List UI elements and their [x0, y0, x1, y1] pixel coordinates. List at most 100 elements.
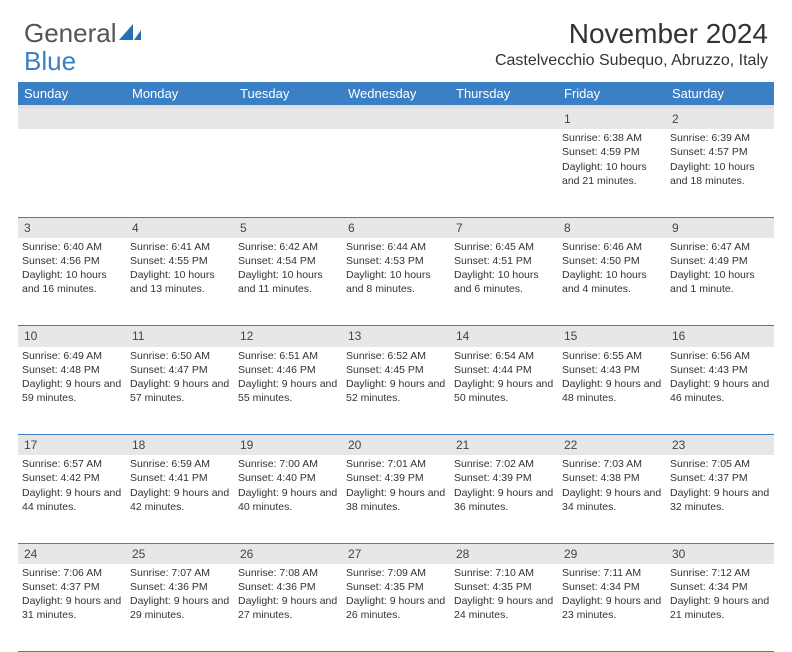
daylight-text: Daylight: 9 hours and 55 minutes. — [238, 377, 338, 405]
sunset-text: Sunset: 4:39 PM — [454, 471, 554, 485]
day-cell: Sunrise: 7:09 AMSunset: 4:35 PMDaylight:… — [342, 564, 450, 652]
sunrise-text: Sunrise: 7:02 AM — [454, 457, 554, 471]
sunrise-text: Sunrise: 7:10 AM — [454, 566, 554, 580]
day-number: 24 — [18, 543, 126, 564]
sunrise-text: Sunrise: 6:39 AM — [670, 131, 770, 145]
sunrise-text: Sunrise: 6:57 AM — [22, 457, 122, 471]
daylight-text: Daylight: 10 hours and 16 minutes. — [22, 268, 122, 296]
day-number-row: 17181920212223 — [18, 435, 774, 456]
day-cell: Sunrise: 6:41 AMSunset: 4:55 PMDaylight:… — [126, 238, 234, 326]
day-cell: Sunrise: 6:47 AMSunset: 4:49 PMDaylight:… — [666, 238, 774, 326]
sunset-text: Sunset: 4:57 PM — [670, 145, 770, 159]
day-cell: Sunrise: 7:07 AMSunset: 4:36 PMDaylight:… — [126, 564, 234, 652]
day-number-row: 10111213141516 — [18, 326, 774, 347]
day-number: 22 — [558, 435, 666, 456]
sunrise-text: Sunrise: 6:52 AM — [346, 349, 446, 363]
daylight-text: Daylight: 9 hours and 23 minutes. — [562, 594, 662, 622]
day-cell — [450, 129, 558, 217]
sunset-text: Sunset: 4:48 PM — [22, 363, 122, 377]
day-cell: Sunrise: 7:11 AMSunset: 4:34 PMDaylight:… — [558, 564, 666, 652]
day-cell — [126, 129, 234, 217]
sunrise-text: Sunrise: 7:06 AM — [22, 566, 122, 580]
sunrise-text: Sunrise: 6:49 AM — [22, 349, 122, 363]
daylight-text: Daylight: 9 hours and 40 minutes. — [238, 486, 338, 514]
sunset-text: Sunset: 4:59 PM — [562, 145, 662, 159]
day-cell: Sunrise: 6:44 AMSunset: 4:53 PMDaylight:… — [342, 238, 450, 326]
day-cell: Sunrise: 6:50 AMSunset: 4:47 PMDaylight:… — [126, 347, 234, 435]
sunset-text: Sunset: 4:34 PM — [562, 580, 662, 594]
sunrise-text: Sunrise: 6:38 AM — [562, 131, 662, 145]
daylight-text: Daylight: 10 hours and 1 minute. — [670, 268, 770, 296]
day-number — [450, 107, 558, 129]
daylight-text: Daylight: 9 hours and 24 minutes. — [454, 594, 554, 622]
sunset-text: Sunset: 4:46 PM — [238, 363, 338, 377]
day-number: 28 — [450, 543, 558, 564]
day-number: 9 — [666, 217, 774, 238]
day-number: 25 — [126, 543, 234, 564]
daylight-text: Daylight: 10 hours and 4 minutes. — [562, 268, 662, 296]
sunset-text: Sunset: 4:47 PM — [130, 363, 230, 377]
daylight-text: Daylight: 10 hours and 8 minutes. — [346, 268, 446, 296]
day-cell: Sunrise: 6:55 AMSunset: 4:43 PMDaylight:… — [558, 347, 666, 435]
day-number: 17 — [18, 435, 126, 456]
sunset-text: Sunset: 4:53 PM — [346, 254, 446, 268]
day-header-row: Sunday Monday Tuesday Wednesday Thursday… — [18, 82, 774, 107]
sunrise-text: Sunrise: 7:05 AM — [670, 457, 770, 471]
day-number: 21 — [450, 435, 558, 456]
day-cell: Sunrise: 6:52 AMSunset: 4:45 PMDaylight:… — [342, 347, 450, 435]
day-header: Friday — [558, 82, 666, 107]
sunset-text: Sunset: 4:37 PM — [22, 580, 122, 594]
sunset-text: Sunset: 4:55 PM — [130, 254, 230, 268]
logo: General — [24, 18, 141, 49]
daylight-text: Daylight: 10 hours and 11 minutes. — [238, 268, 338, 296]
sunset-text: Sunset: 4:54 PM — [238, 254, 338, 268]
day-number: 12 — [234, 326, 342, 347]
sunset-text: Sunset: 4:43 PM — [670, 363, 770, 377]
day-cell: Sunrise: 7:00 AMSunset: 4:40 PMDaylight:… — [234, 455, 342, 543]
sunset-text: Sunset: 4:45 PM — [346, 363, 446, 377]
sunrise-text: Sunrise: 6:55 AM — [562, 349, 662, 363]
daylight-text: Daylight: 9 hours and 27 minutes. — [238, 594, 338, 622]
sunset-text: Sunset: 4:39 PM — [346, 471, 446, 485]
sunrise-text: Sunrise: 7:12 AM — [670, 566, 770, 580]
logo-sail-icon — [119, 18, 141, 49]
day-cell: Sunrise: 6:59 AMSunset: 4:41 PMDaylight:… — [126, 455, 234, 543]
sunset-text: Sunset: 4:41 PM — [130, 471, 230, 485]
daylight-text: Daylight: 9 hours and 52 minutes. — [346, 377, 446, 405]
sunrise-text: Sunrise: 7:11 AM — [562, 566, 662, 580]
sunset-text: Sunset: 4:44 PM — [454, 363, 554, 377]
day-cell: Sunrise: 7:08 AMSunset: 4:36 PMDaylight:… — [234, 564, 342, 652]
sunset-text: Sunset: 4:49 PM — [670, 254, 770, 268]
daylight-text: Daylight: 9 hours and 59 minutes. — [22, 377, 122, 405]
sunrise-text: Sunrise: 7:08 AM — [238, 566, 338, 580]
day-cell: Sunrise: 6:57 AMSunset: 4:42 PMDaylight:… — [18, 455, 126, 543]
sunrise-text: Sunrise: 7:00 AM — [238, 457, 338, 471]
day-content-row: Sunrise: 6:40 AMSunset: 4:56 PMDaylight:… — [18, 238, 774, 326]
daylight-text: Daylight: 9 hours and 36 minutes. — [454, 486, 554, 514]
day-number — [342, 107, 450, 129]
sunset-text: Sunset: 4:35 PM — [346, 580, 446, 594]
sunrise-text: Sunrise: 6:41 AM — [130, 240, 230, 254]
day-cell — [234, 129, 342, 217]
sunset-text: Sunset: 4:35 PM — [454, 580, 554, 594]
logo-text-2: Blue — [24, 46, 76, 77]
day-cell: Sunrise: 6:54 AMSunset: 4:44 PMDaylight:… — [450, 347, 558, 435]
daylight-text: Daylight: 9 hours and 46 minutes. — [670, 377, 770, 405]
day-number: 18 — [126, 435, 234, 456]
daylight-text: Daylight: 9 hours and 48 minutes. — [562, 377, 662, 405]
sunset-text: Sunset: 4:36 PM — [238, 580, 338, 594]
day-header: Tuesday — [234, 82, 342, 107]
sunrise-text: Sunrise: 6:50 AM — [130, 349, 230, 363]
sunset-text: Sunset: 4:36 PM — [130, 580, 230, 594]
day-header: Monday — [126, 82, 234, 107]
sunrise-text: Sunrise: 6:59 AM — [130, 457, 230, 471]
day-cell: Sunrise: 6:46 AMSunset: 4:50 PMDaylight:… — [558, 238, 666, 326]
day-cell: Sunrise: 6:40 AMSunset: 4:56 PMDaylight:… — [18, 238, 126, 326]
day-number: 26 — [234, 543, 342, 564]
day-number: 4 — [126, 217, 234, 238]
sunrise-text: Sunrise: 7:07 AM — [130, 566, 230, 580]
sunset-text: Sunset: 4:38 PM — [562, 471, 662, 485]
day-cell: Sunrise: 6:42 AMSunset: 4:54 PMDaylight:… — [234, 238, 342, 326]
sunset-text: Sunset: 4:51 PM — [454, 254, 554, 268]
day-content-row: Sunrise: 6:57 AMSunset: 4:42 PMDaylight:… — [18, 455, 774, 543]
